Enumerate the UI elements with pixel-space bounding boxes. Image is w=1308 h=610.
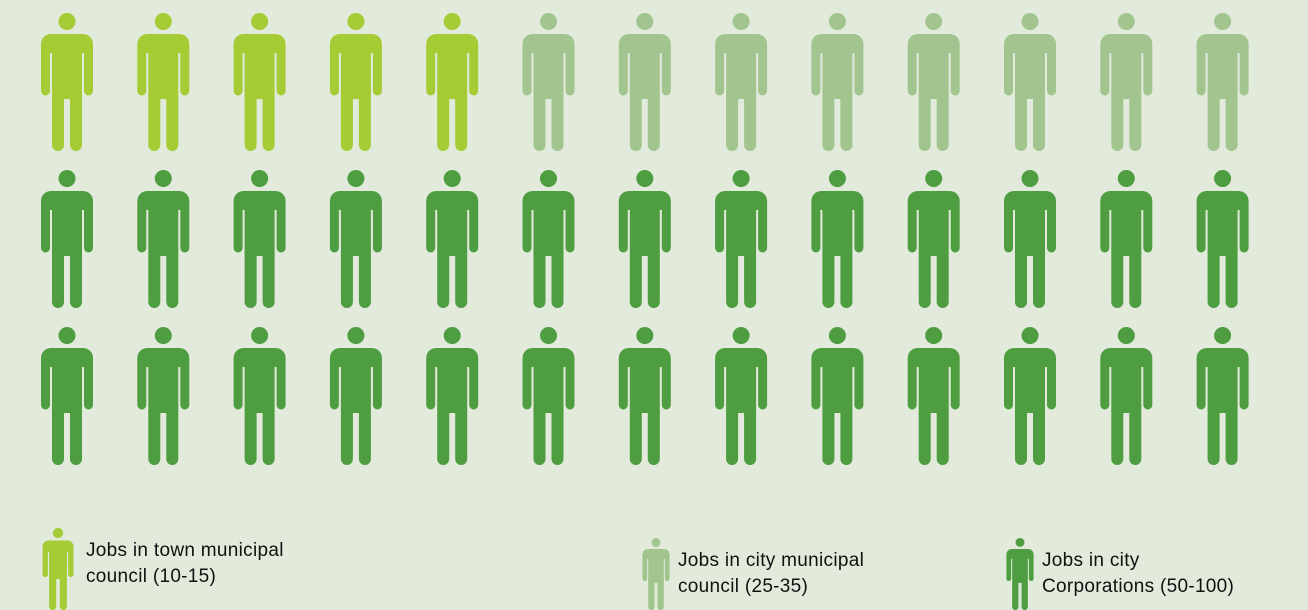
- person-icon: [329, 170, 382, 308]
- legend-item-city-council: Jobs in city municipal council (25-35): [638, 538, 864, 610]
- legend-label: Jobs in town municipal council (10-15): [86, 540, 284, 587]
- legend-item-city-corporations: Jobs in city Corporations (50-100): [1002, 538, 1234, 610]
- person-icon: [41, 327, 93, 465]
- legend-item-town-council: Jobs in town municipal council (10-15): [40, 528, 284, 610]
- person-icon: [715, 170, 768, 308]
- person-icon: [1004, 13, 1056, 151]
- person-icon: [522, 327, 575, 465]
- person-icon: [137, 13, 190, 151]
- person-icon: [1100, 13, 1153, 151]
- person-icon: [1004, 170, 1056, 308]
- person-icon: [426, 170, 479, 308]
- person-icon: [41, 13, 93, 151]
- person-icon: [522, 13, 575, 151]
- person-icon: [1100, 170, 1153, 308]
- person-icon: [1196, 327, 1249, 465]
- person-icon: [522, 170, 575, 308]
- person-icon: [618, 170, 671, 308]
- person-icon: [41, 170, 93, 308]
- person-icon: [715, 13, 768, 151]
- person-icon: [1006, 538, 1034, 610]
- person-icon: [1004, 327, 1056, 465]
- pictograph-grid: [41, 13, 1249, 465]
- legend-label: Jobs in city municipal council (25-35): [678, 550, 865, 597]
- person-icon: [233, 13, 286, 151]
- person-icon: [329, 13, 382, 151]
- person-icon: [233, 170, 286, 308]
- person-icon: [426, 327, 479, 465]
- person-icon: [811, 13, 864, 151]
- person-icon: [618, 13, 671, 151]
- person-icon: [42, 528, 74, 610]
- person-icon: [811, 170, 864, 308]
- person-icon: [1196, 170, 1249, 308]
- person-icon: [137, 170, 190, 308]
- person-icon: [618, 327, 671, 465]
- person-icon: [329, 327, 382, 465]
- person-icon: [907, 13, 960, 151]
- person-icon: [811, 327, 864, 465]
- person-icon: [907, 170, 960, 308]
- person-icon: [1196, 13, 1249, 151]
- person-icon: [1100, 327, 1153, 465]
- person-icon: [426, 13, 479, 151]
- person-icon: [233, 327, 286, 465]
- person-icon: [715, 327, 768, 465]
- person-icon: [137, 327, 190, 465]
- legend-label: Jobs in city Corporations (50-100): [1042, 550, 1235, 597]
- person-icon: [907, 327, 960, 465]
- person-icon: [642, 538, 670, 610]
